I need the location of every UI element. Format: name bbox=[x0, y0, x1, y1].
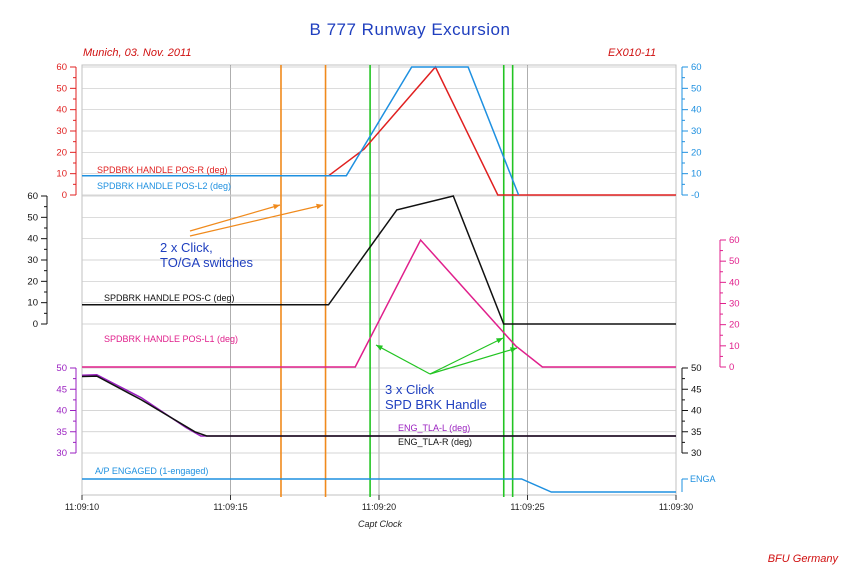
series-label: SPDBRK HANDLE POS-L1 (deg) bbox=[104, 334, 238, 344]
thrust-levers-left-axis-tick-label: 35 bbox=[56, 427, 67, 438]
speedbrake-C-L1-left-axis-tick-label: 10 bbox=[27, 298, 38, 309]
speedbrake-C-L1-left-axis-tick-label: 0 bbox=[33, 319, 38, 330]
speedbrake-R-L2-left-axis-tick-label: 60 bbox=[56, 62, 67, 73]
series-label: SPDBRK HANDLE POS-C (deg) bbox=[104, 293, 235, 303]
x-tick-label: 11:09:25 bbox=[510, 502, 544, 512]
speedbrake-C-L1-right-axis-tick-label: 30 bbox=[729, 299, 740, 310]
speedbrake-C-L1-left-axis-tick-label: 50 bbox=[27, 212, 38, 223]
speedbrake-R-L2-left-axis-tick-label: 20 bbox=[56, 147, 67, 158]
speedbrake-R-L2-right-axis-tick-label: 60 bbox=[691, 62, 702, 73]
speedbrake-C-L1-right-axis-tick-label: 0 bbox=[729, 362, 734, 373]
thrust-levers-right-axis-tick-label: 30 bbox=[691, 448, 702, 459]
speedbrake-C-L1-right-axis-tick-label: 50 bbox=[729, 256, 740, 267]
speedbrake-R-L2-left-axis-tick-label: 50 bbox=[56, 83, 67, 94]
speedbrake-R-L2-right-axis-tick-label: 40 bbox=[691, 105, 702, 116]
speedbrake-R-L2-left-axis-tick-label: 10 bbox=[56, 169, 67, 180]
speedbrake-R-L2-left-axis-tick-label: 30 bbox=[56, 126, 67, 137]
speedbrake-R-L2-left-axis-tick-label: 0 bbox=[62, 190, 67, 201]
thrust-levers-left-axis-tick-label: 50 bbox=[56, 363, 67, 374]
series-line bbox=[82, 195, 676, 325]
location-date-note: Munich, 03. Nov. 2011 bbox=[83, 47, 192, 59]
speedbrake-R-L2-right-axis-tick-label: 50 bbox=[691, 83, 702, 94]
toga-annotation-line2: TO/GA switches bbox=[160, 255, 253, 270]
speedbrake-R-L2-right-axis-tick-label: -0 bbox=[691, 190, 699, 201]
toga-arrow bbox=[189, 204, 324, 237]
speedbrake-C-L1-left-axis-tick-label: 60 bbox=[27, 191, 38, 202]
spd-annotation-line1: 3 x Click bbox=[385, 382, 435, 397]
spd-arrow-head bbox=[510, 347, 517, 353]
thrust-levers-left-axis-tick-label: 45 bbox=[56, 384, 67, 395]
series-label: ENG_TLA-L (deg) bbox=[398, 423, 470, 433]
speedbrake-C-L1-left-axis-tick-label: 40 bbox=[27, 234, 38, 245]
spd-arrow bbox=[429, 347, 518, 375]
x-tick-label: 11:09:20 bbox=[362, 502, 396, 512]
thrust-levers-right-axis-tick-label: 50 bbox=[691, 363, 702, 374]
speedbrake-C-L1-left-axis-tick-label: 20 bbox=[27, 276, 38, 287]
credit-note: BFU Germany bbox=[767, 553, 838, 565]
series-line bbox=[81, 375, 676, 437]
series-line bbox=[82, 66, 520, 196]
series-label: A/P ENGAGED (1-engaged) bbox=[95, 466, 208, 476]
toga-arrow-head bbox=[316, 203, 323, 210]
series-label: SPDBRK HANDLE POS-L2 (deg) bbox=[97, 181, 231, 191]
speedbrake-R-L2-left-axis-tick-label: 40 bbox=[56, 105, 67, 116]
report-id-note: EX010-11 bbox=[608, 47, 657, 59]
speedbrake-C-L1-left-axis-tick-label: 30 bbox=[27, 255, 38, 266]
x-axis-label: Capt Clock bbox=[357, 519, 402, 529]
spd-arrow bbox=[375, 344, 431, 375]
speedbrake-R-L2-right-axis-tick-label: 10 bbox=[691, 169, 702, 180]
spd-arrow-head bbox=[496, 338, 503, 344]
thrust-levers-right-axis-tick-label: 35 bbox=[691, 427, 702, 438]
thrust-levers-left-axis-tick-label: 30 bbox=[56, 448, 67, 459]
speedbrake-C-L1-right-axis-tick-label: 40 bbox=[729, 277, 740, 288]
series-line bbox=[82, 238, 676, 368]
x-tick-label: 11:09:10 bbox=[65, 502, 99, 512]
spd-arrow bbox=[429, 337, 504, 375]
spd-arrow-head bbox=[376, 345, 383, 351]
autopilot-right-axis-tick-label: ENGA bbox=[690, 474, 716, 484]
speedbrake-C-L1-right-axis-tick-label: 10 bbox=[729, 341, 740, 352]
spd-annotation-line2: SPD BRK Handle bbox=[385, 397, 487, 412]
series-label: ENG_TLA-R (deg) bbox=[398, 437, 472, 447]
x-tick-label: 11:09:30 bbox=[659, 502, 693, 512]
thrust-levers-right-axis-tick-label: 40 bbox=[691, 406, 702, 417]
thrust-levers-right-axis-tick-label: 45 bbox=[691, 384, 702, 395]
chart-title: B 777 Runway Excursion bbox=[309, 20, 511, 39]
thrust-levers-left-axis-tick-label: 40 bbox=[56, 406, 67, 417]
x-tick-label: 11:09:15 bbox=[213, 502, 247, 512]
speedbrake-R-L2-right-axis-tick-label: 30 bbox=[691, 126, 702, 137]
series-line bbox=[82, 478, 676, 493]
toga-annotation-line1: 2 x Click, bbox=[160, 240, 213, 255]
speedbrake-R-L2-right-axis-tick-label: 20 bbox=[691, 147, 702, 158]
series-label: SPDBRK HANDLE POS-R (deg) bbox=[97, 165, 228, 175]
toga-arrow bbox=[189, 204, 281, 232]
speedbrake-C-L1-right-axis-tick-label: 60 bbox=[729, 235, 740, 246]
toga-arrow-head bbox=[273, 204, 280, 210]
speedbrake-C-L1-right-axis-tick-label: 20 bbox=[729, 320, 740, 331]
